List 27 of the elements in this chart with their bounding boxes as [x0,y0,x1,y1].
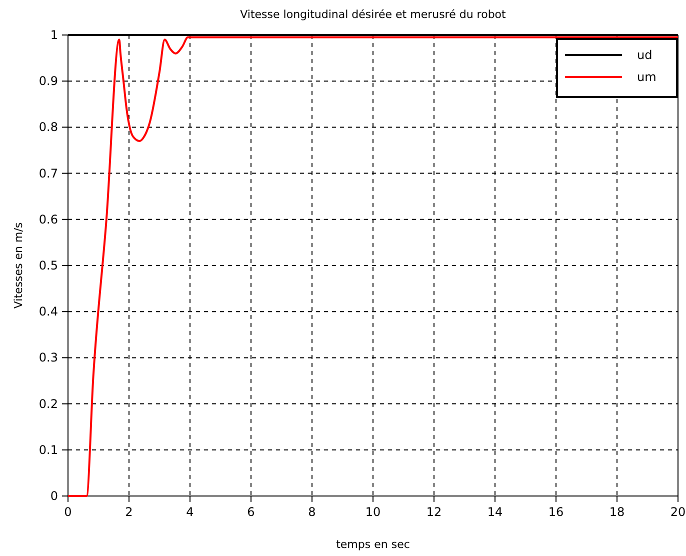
legend-label: ud [637,48,652,62]
y-tick-label: 0 [50,489,58,503]
x-tick-label: 18 [609,505,625,519]
y-axis-title: Vitesses en m/s [12,222,25,309]
x-tick-label: 20 [670,505,686,519]
y-tick-label: 0.1 [38,442,58,457]
y-tick-label: 1 [50,28,58,42]
x-axis-title: temps en sec [336,538,410,551]
x-tick-label: 8 [308,505,316,519]
y-tick-label: 0.5 [38,258,58,272]
x-tick-label: 12 [426,505,442,519]
y-tick-label: 0.2 [38,396,58,411]
x-tick-label: 2 [125,505,133,519]
x-tick-label: 0 [64,505,72,519]
y-tick-label: 0.8 [38,120,58,134]
y-tick-label: 0.3 [38,350,58,365]
x-tick-label: 16 [548,505,564,519]
y-tick-label: 0.4 [38,304,58,319]
y-tick-label: 0.6 [38,212,58,226]
x-tick-label: 4 [186,505,194,519]
legend-label: um [637,70,656,84]
x-tick-label: 14 [487,505,503,519]
y-tick-label: 0.7 [38,166,58,180]
x-tick-label: 10 [365,505,381,519]
x-tick-label: 6 [247,505,255,519]
y-tick-label: 0.9 [38,74,58,88]
chart-title: Vitesse longitudinal désirée et merusré du robot [240,8,507,21]
